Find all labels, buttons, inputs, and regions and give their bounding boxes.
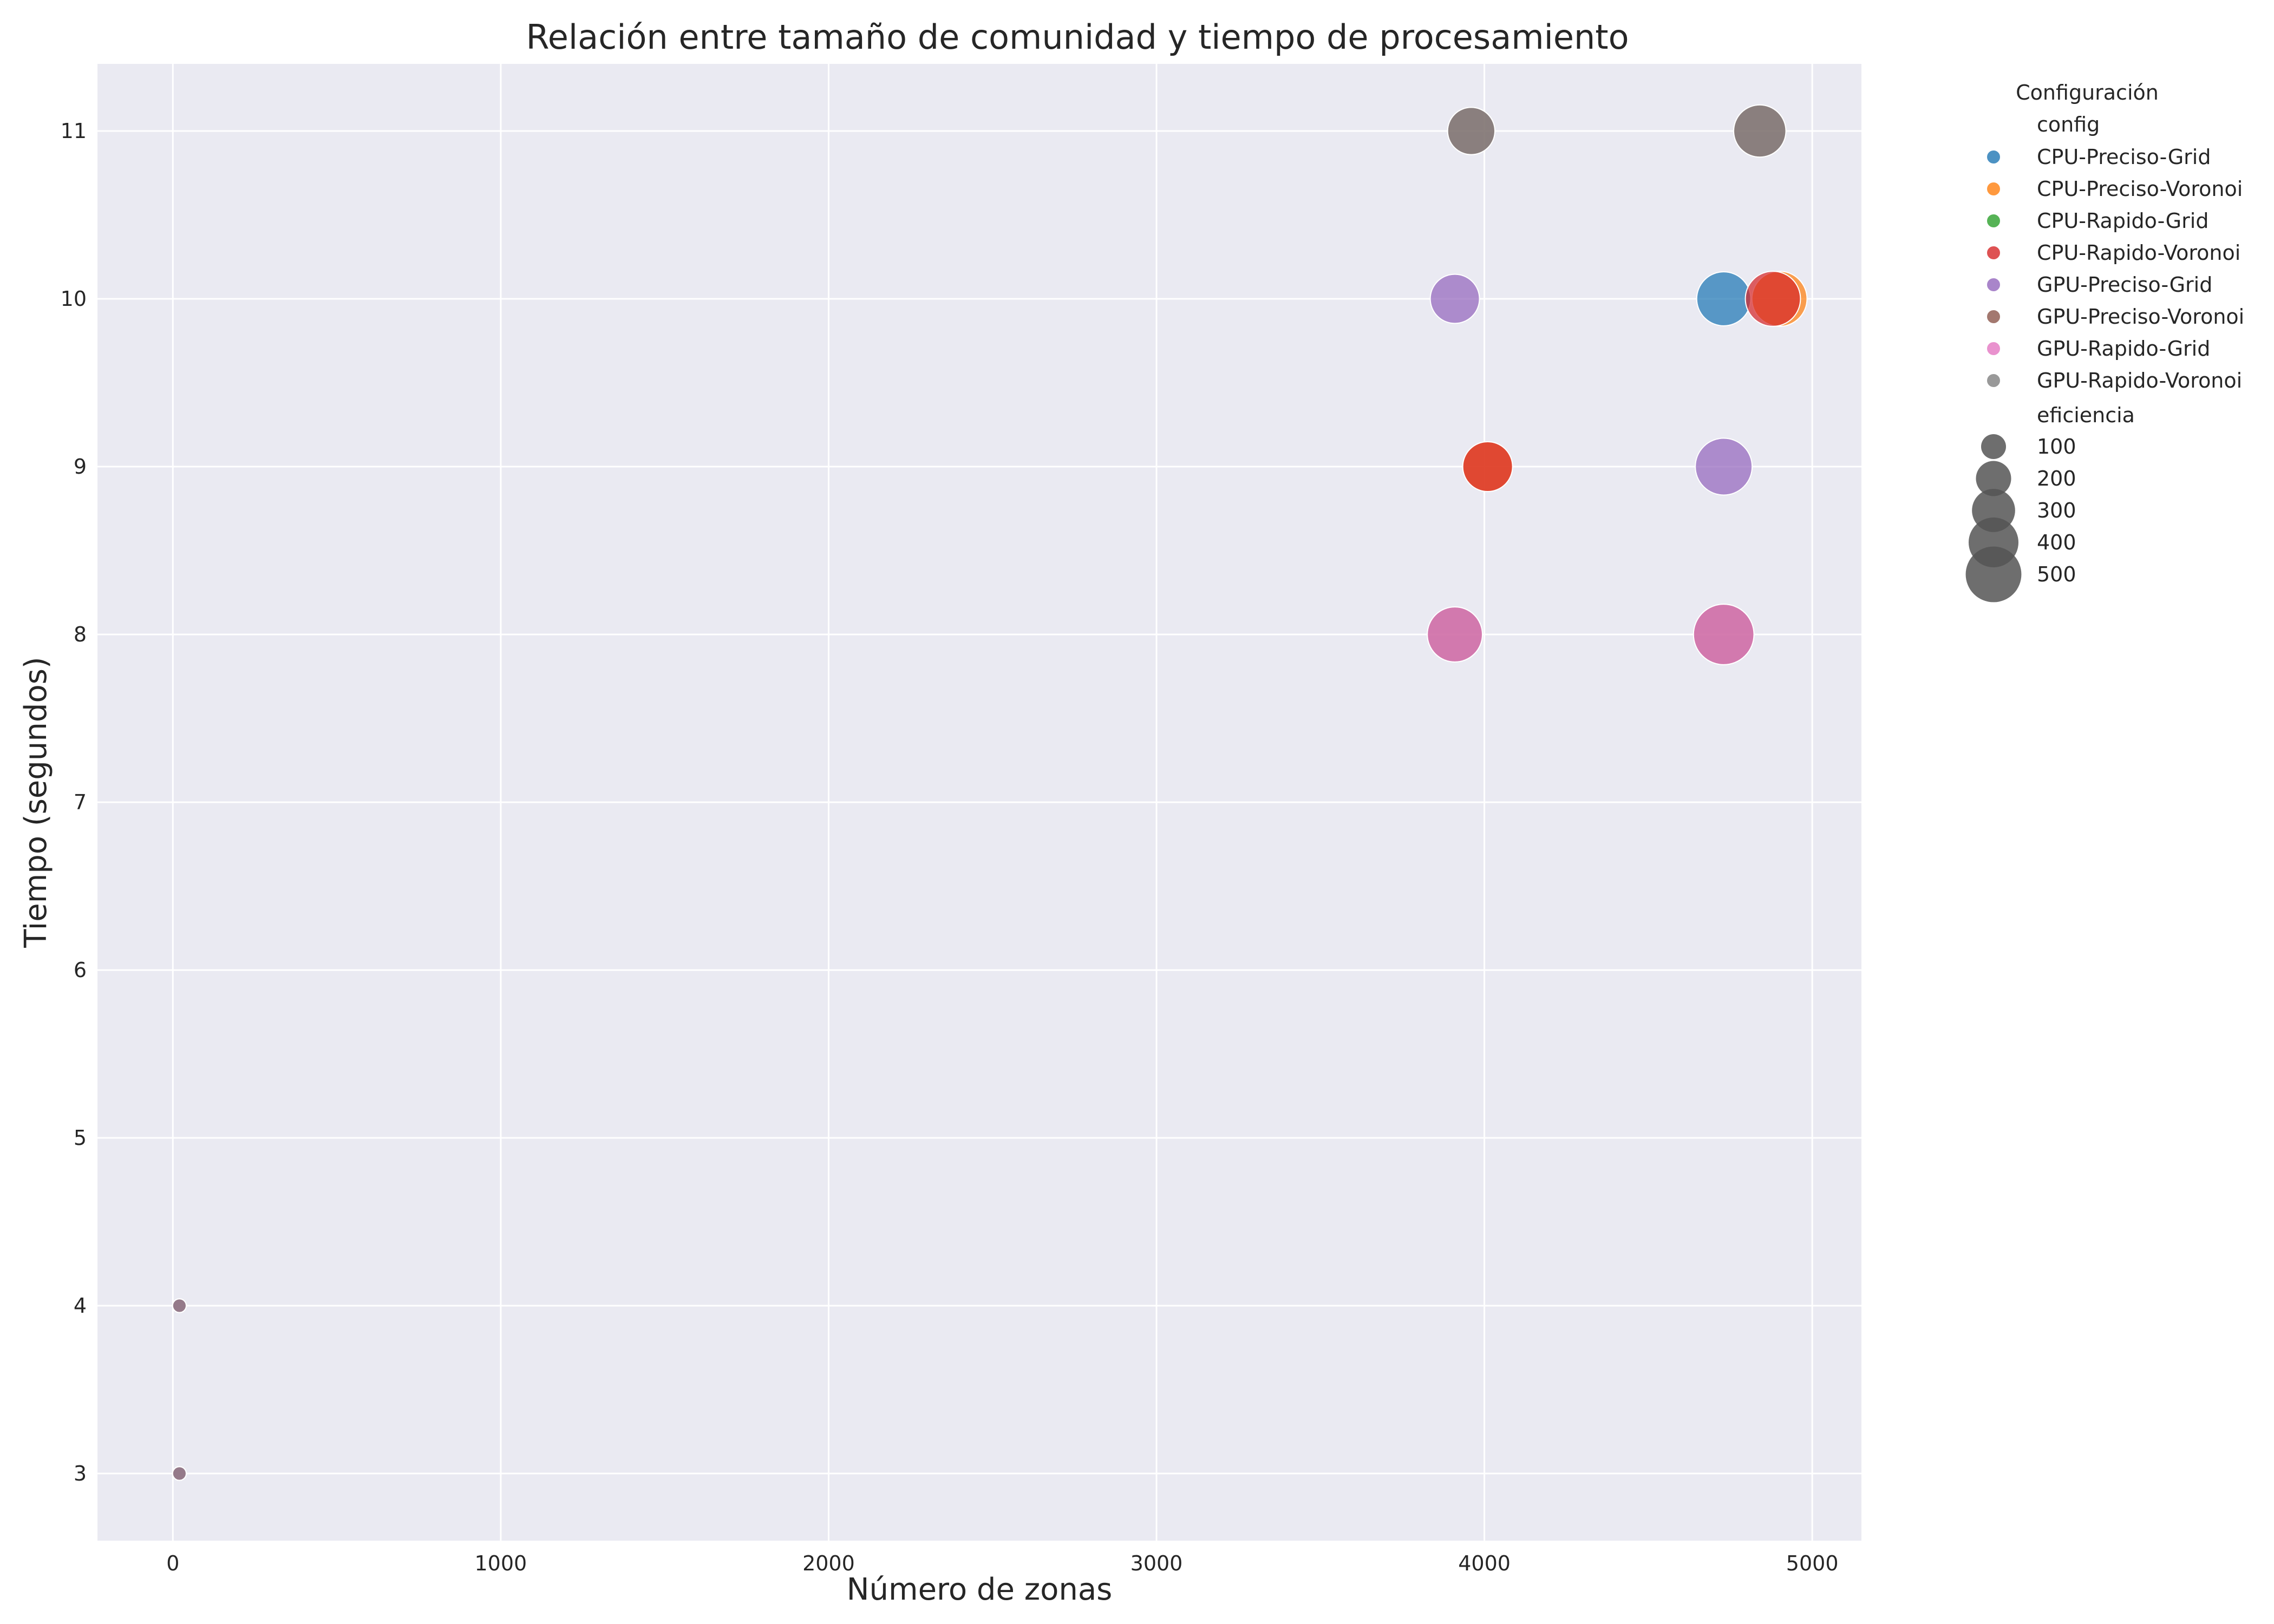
- x-axis-label: Número de zonas: [847, 1572, 1113, 1607]
- legend-size-marker: [1976, 461, 2011, 496]
- legend-marker: [1987, 182, 2000, 195]
- legend-entry: CPU-Preciso-Grid: [2037, 145, 2211, 169]
- legend-marker: [1987, 278, 2000, 291]
- legend-size-entry: 200: [2037, 467, 2076, 490]
- y-tick-label: 5: [74, 1126, 87, 1150]
- legend-size-entry: 400: [2037, 531, 2076, 554]
- data-point: [1462, 441, 1513, 492]
- y-axis-label: Tiempo (segundos): [18, 657, 54, 948]
- legend-marker: [1987, 214, 2000, 227]
- legend-size-entry: 500: [2037, 562, 2076, 586]
- data-point: [1427, 606, 1483, 663]
- legend-entry: CPU-Rapido-Grid: [2037, 209, 2208, 233]
- y-tick-label: 10: [61, 287, 87, 311]
- data-point: [1733, 104, 1787, 158]
- legend-entry: GPU-Rapido-Grid: [2037, 337, 2210, 361]
- legend-size-entry: 300: [2037, 499, 2076, 522]
- legend-entry: GPU-Preciso-Voronoi: [2037, 305, 2244, 329]
- data-point: [1429, 273, 1480, 324]
- legend-entry: CPU-Rapido-Voronoi: [2037, 241, 2240, 265]
- data-point: [172, 1466, 187, 1481]
- legend-marker: [1987, 342, 2000, 355]
- legend-size-marker: [1965, 546, 2022, 603]
- legend-marker: [1987, 310, 2000, 323]
- y-tick-label: 9: [74, 455, 87, 479]
- legend-size-marker: [1981, 434, 2006, 459]
- x-tick-label: 4000: [1458, 1551, 1511, 1575]
- y-tick-label: 11: [61, 119, 87, 143]
- chart-title: Relación entre tamaño de comunidad y tie…: [526, 17, 1629, 57]
- x-tick-label: 1000: [474, 1551, 527, 1575]
- data-point: [1447, 107, 1496, 155]
- y-tick-label: 3: [74, 1462, 87, 1485]
- data-point: [172, 1298, 187, 1313]
- x-tick-label: 0: [166, 1551, 179, 1575]
- legend-entry: GPU-Rapido-Voronoi: [2037, 369, 2242, 392]
- y-tick-label: 7: [74, 790, 87, 814]
- data-point: [1693, 604, 1755, 665]
- data-point: [1744, 271, 1801, 327]
- legend-title: Configuración: [2016, 81, 2159, 104]
- data-point: [1695, 437, 1753, 496]
- legend-hue-title: config: [2037, 113, 2100, 136]
- legend: Configuración config eficiencia CPU-Prec…: [1965, 81, 2244, 603]
- x-tick-label: 3000: [1131, 1551, 1183, 1575]
- legend-marker: [1987, 246, 2000, 259]
- data-points: [172, 104, 1808, 1481]
- x-tick-label: 5000: [1786, 1551, 1839, 1575]
- x-tick-label: 2000: [802, 1551, 855, 1575]
- axis-ticks: 0 1000 2000 3000 4000 5000 3 4 5 6 7 8 9 10 11: [61, 119, 1839, 1575]
- data-point: [1696, 271, 1752, 326]
- grid-lines: [97, 64, 1861, 1541]
- legend-entry: CPU-Preciso-Voronoi: [2037, 177, 2243, 201]
- y-tick-label: 4: [74, 1294, 87, 1318]
- legend-size-title: eficiencia: [2037, 403, 2135, 427]
- y-tick-label: 8: [74, 623, 87, 646]
- y-tick-label: 6: [74, 958, 87, 982]
- legend-marker: [1987, 374, 2000, 387]
- legend-entry: GPU-Preciso-Grid: [2037, 273, 2212, 297]
- legend-marker: [1987, 150, 2000, 163]
- legend-size-entry: 100: [2037, 435, 2076, 459]
